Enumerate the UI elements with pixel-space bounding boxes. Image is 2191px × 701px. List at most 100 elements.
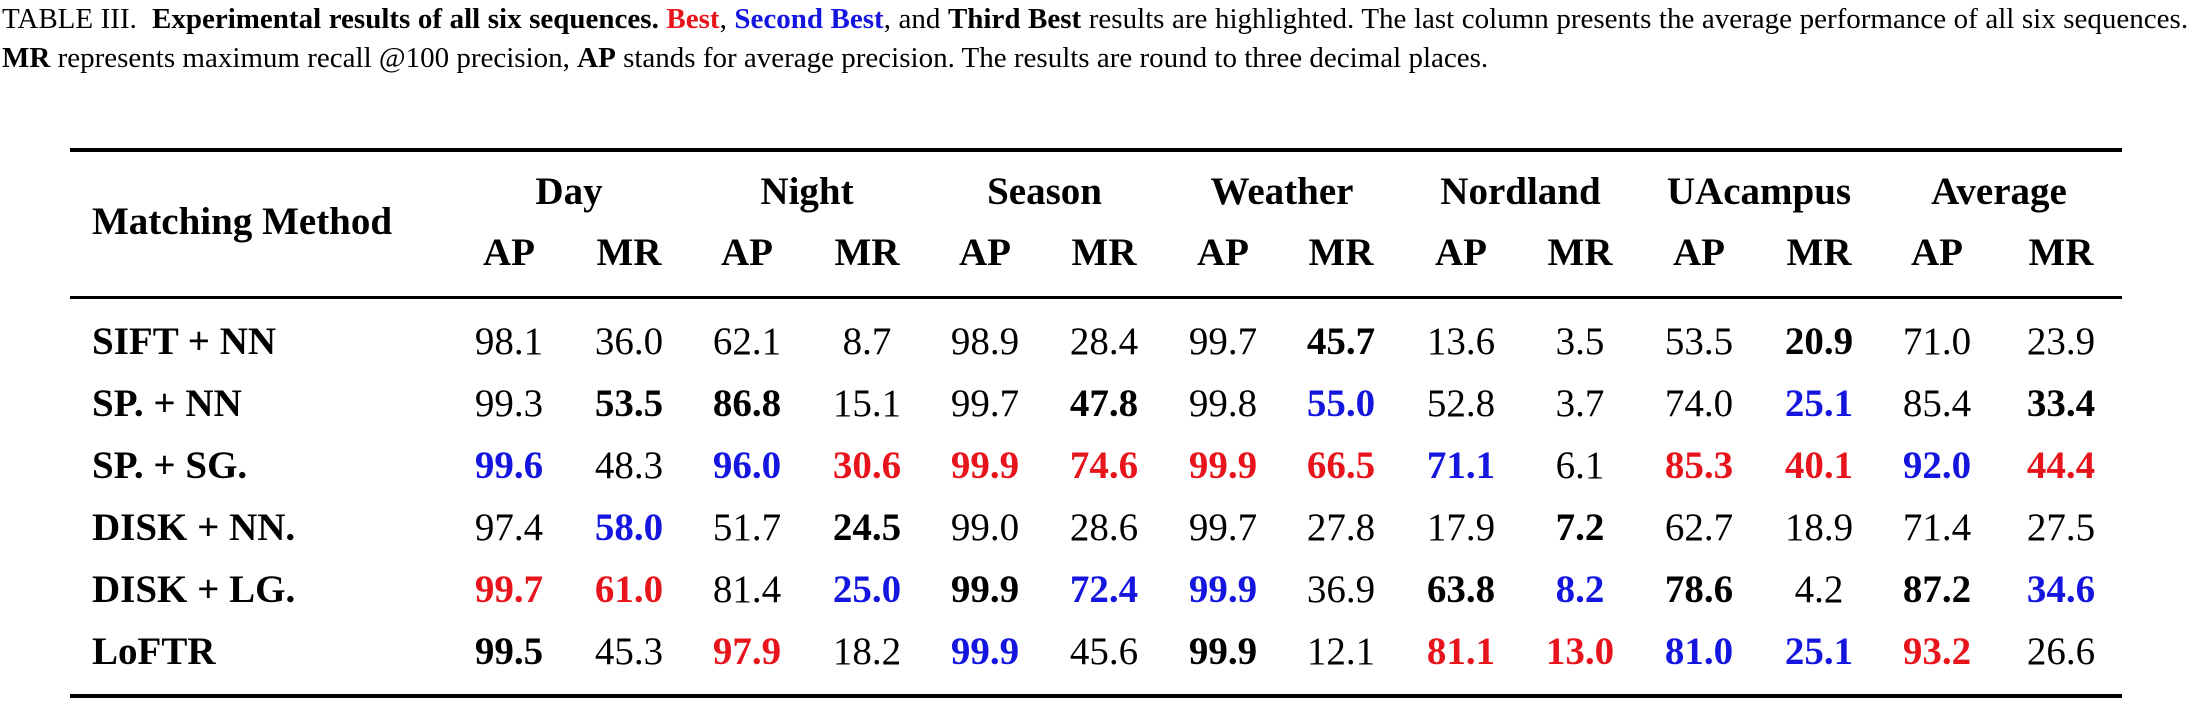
table-cell: 98.1 (474, 320, 544, 363)
table-cell: 6.1 (1555, 444, 1605, 487)
table-cell: 99.9 (1188, 630, 1258, 673)
table-cell: 53.5 (594, 382, 664, 425)
metric-header: AP (483, 231, 535, 274)
table-cell: 86.8 (712, 382, 782, 425)
caption-best: Best (666, 3, 720, 35)
sequence-header: Average (1931, 170, 2067, 213)
table-cell: 93.2 (1902, 630, 1972, 673)
table-cell: 85.4 (1902, 382, 1972, 425)
table-cell: 15.1 (832, 382, 902, 425)
table-cell: 78.6 (1664, 568, 1734, 611)
table-cell: 62.1 (712, 320, 782, 363)
sequence-header: Day (535, 170, 603, 213)
table-cell: 28.6 (1069, 506, 1139, 549)
table-cell: 18.2 (832, 630, 902, 673)
caption-and: , and (883, 3, 941, 35)
table-cell: 58.0 (594, 506, 664, 549)
table-cell: 47.8 (1069, 382, 1139, 425)
table-cell: 45.7 (1306, 320, 1376, 363)
table-cell: 34.6 (2026, 568, 2096, 611)
caption-mr: MR (2, 42, 51, 74)
table-cell: 99.7 (1188, 506, 1258, 549)
table-cell: 45.6 (1069, 630, 1139, 673)
table-cell: 40.1 (1784, 444, 1854, 487)
caption-prefix: TABLE III. (2, 3, 137, 35)
row-method-label: SP. + NN (92, 382, 242, 425)
table-cell: 8.7 (842, 320, 892, 363)
row-method-label: LoFTR (92, 630, 216, 673)
caption-second-best: Second Best (734, 3, 884, 35)
table-cell: 99.6 (474, 444, 544, 487)
table-cell: 25.0 (832, 568, 902, 611)
table-cell: 71.1 (1426, 444, 1496, 487)
table-cell: 51.7 (712, 506, 782, 549)
caption-text-2: represents maximum recall @100 precision… (57, 42, 570, 74)
table-cell: 99.9 (1188, 568, 1258, 611)
sequence-header: UAcampus (1666, 170, 1852, 213)
table-cell: 53.5 (1664, 320, 1734, 363)
caption-comma: , (719, 3, 727, 35)
table-cell: 97.9 (712, 630, 782, 673)
sequence-header: Weather (1210, 170, 1354, 213)
table-cell: 72.4 (1069, 568, 1139, 611)
table-cell: 87.2 (1902, 568, 1972, 611)
matching-method-header: Matching Method (92, 200, 393, 243)
caption-text-1: results are highlighted. The last column… (1088, 3, 2189, 35)
metric-header: AP (1435, 231, 1487, 274)
sequence-header: Nordland (1440, 170, 1601, 213)
table-cell: 27.8 (1306, 506, 1376, 549)
table-cell: 99.9 (950, 630, 1020, 673)
table-cell: 74.0 (1664, 382, 1734, 425)
metric-header: MR (1786, 231, 1852, 274)
table-cell: 36.9 (1306, 568, 1376, 611)
metric-header: AP (1673, 231, 1725, 274)
table-cell: 33.4 (2026, 382, 2096, 425)
table-cell: 18.9 (1784, 506, 1854, 549)
row-method-label: DISK + LG. (92, 568, 296, 611)
table-cell: 25.1 (1784, 630, 1854, 673)
table-cell: 99.3 (474, 382, 544, 425)
table-cell: 92.0 (1902, 444, 1972, 487)
table-cell: 44.4 (2026, 444, 2096, 487)
table-cell: 99.9 (950, 444, 1020, 487)
table-cell: 13.6 (1426, 320, 1496, 363)
table-cell: 99.7 (474, 568, 544, 611)
table-cell: 99.8 (1188, 382, 1258, 425)
metric-header: MR (596, 231, 662, 274)
row-method-label: SP. + SG. (92, 444, 248, 487)
sequence-header: Night (760, 170, 854, 213)
header-rule (70, 296, 2122, 299)
table-cell: 23.9 (2026, 320, 2096, 363)
table-cell: 81.0 (1664, 630, 1734, 673)
table-cell: 7.2 (1555, 506, 1605, 549)
table-cell: 20.9 (1784, 320, 1854, 363)
table-cell: 25.1 (1784, 382, 1854, 425)
table-cell: 99.9 (950, 568, 1020, 611)
table-cell: 99.7 (1188, 320, 1258, 363)
table-cell: 61.0 (594, 568, 664, 611)
table-cell: 85.3 (1664, 444, 1734, 487)
table-cell: 71.4 (1902, 506, 1972, 549)
table-cell: 62.7 (1664, 506, 1734, 549)
table-cell: 52.8 (1426, 382, 1496, 425)
table-cell: 81.1 (1426, 630, 1496, 673)
table-cell: 3.7 (1555, 382, 1605, 425)
row-method-label: DISK + NN. (92, 506, 296, 549)
table-caption: TABLE III. Experimental results of all s… (2, 0, 2188, 78)
caption-third-best: Third Best (947, 3, 1082, 35)
table-cell: 13.0 (1545, 630, 1615, 673)
table-cell: 99.9 (1188, 444, 1258, 487)
table-cell: 99.0 (950, 506, 1020, 549)
table-cell: 99.7 (950, 382, 1020, 425)
table-cell: 30.6 (832, 444, 902, 487)
metric-header: MR (1071, 231, 1137, 274)
top-rule (70, 148, 2122, 152)
row-method-label: SIFT + NN (92, 320, 277, 363)
caption-title: Experimental results of all six sequence… (152, 3, 659, 35)
table-cell: 97.4 (474, 506, 544, 549)
table-cell: 17.9 (1426, 506, 1496, 549)
table-cell: 48.3 (594, 444, 664, 487)
table-cell: 71.0 (1902, 320, 1972, 363)
table-cell: 8.2 (1555, 568, 1605, 611)
bottom-rule (70, 694, 2122, 698)
